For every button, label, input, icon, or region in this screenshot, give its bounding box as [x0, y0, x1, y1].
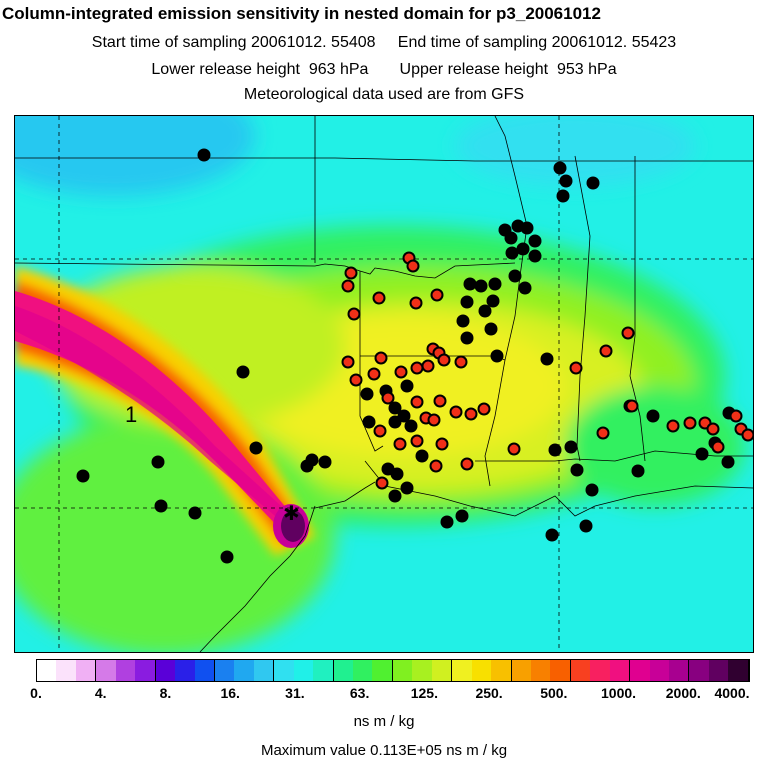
- sensitivity-map: 1 ✱: [14, 115, 754, 653]
- colorbar-swatch: [511, 660, 531, 681]
- colorbar-tick-label: 125.: [410, 685, 438, 701]
- colorbar-tick-label: 500.: [540, 685, 568, 701]
- colorbar-swatch: [491, 660, 512, 681]
- release-point-marker: ✱: [283, 501, 300, 525]
- colorbar-swatch: [333, 660, 353, 681]
- colorbar-tick-label: 4.: [94, 685, 107, 701]
- colorbar-swatch: [353, 660, 373, 681]
- colorbar-swatch: [689, 660, 709, 681]
- release-height-line: Lower release height 963 hPa Upper relea…: [151, 61, 617, 78]
- sensitivity-map-svg: 1 ✱: [15, 116, 753, 652]
- colorbar: [36, 659, 750, 682]
- colorbar-swatch: [96, 660, 116, 681]
- colorbar-tick-label: 31.: [285, 685, 305, 701]
- colorbar-swatch: [115, 660, 136, 681]
- colorbar-tick-label: 4000.: [714, 685, 750, 701]
- black-markers: [76, 148, 736, 564]
- colorbar-swatch: [630, 660, 650, 681]
- met-data-line: Meteorological data used are from GFS: [243, 86, 525, 103]
- colorbar-swatch: [530, 660, 551, 681]
- red-markers: [341, 251, 753, 490]
- colorbar-swatch: [550, 660, 571, 681]
- colorbar-tick-label: 8.: [159, 685, 172, 701]
- colorbar-swatch: [392, 660, 413, 681]
- map-title: Column-integrated emission sensitivity i…: [2, 4, 601, 23]
- colorbar-swatch: [253, 660, 275, 681]
- sampling-time-line: Start time of sampling 20061012. 55408 E…: [91, 34, 677, 51]
- colorbar-swatch: [431, 660, 453, 681]
- colorbar-swatch: [75, 660, 97, 681]
- colorbar-ticks: 0. 4. 8. 16. 31. 63. 125. 250. 500. 1000. 2000. 400…: [0, 685, 768, 705]
- colorbar-tick-label: 16.: [220, 685, 240, 701]
- colorbar-tick-label: 1000.: [601, 685, 637, 701]
- colorbar-swatch: [175, 660, 195, 681]
- colorbar-swatch: [56, 660, 76, 681]
- colorbar-swatch: [37, 660, 57, 681]
- colorbar-tick-label: 250.: [475, 685, 503, 701]
- colorbar-swatch: [155, 660, 176, 681]
- colorbar-swatch: [452, 660, 472, 681]
- colorbar-swatch: [194, 660, 215, 681]
- colorbar-swatch: [372, 660, 393, 681]
- colorbar-swatch: [570, 660, 591, 681]
- plume-label: 1: [125, 402, 137, 427]
- colorbar-unit: ns m / kg: [353, 713, 415, 730]
- colorbar-swatch: [214, 660, 235, 681]
- colorbar-swatch: [135, 660, 156, 681]
- colorbar-swatch: [234, 660, 254, 681]
- colorbar-swatch: [590, 660, 610, 681]
- colorbar-swatch: [293, 660, 314, 681]
- colorbar-tick-label: 63.: [349, 685, 370, 701]
- max-value-label: Maximum value 0.113E+05 ns m / kg: [260, 742, 508, 759]
- colorbar-swatch: [708, 660, 729, 681]
- colorbar-swatch: [728, 660, 749, 681]
- colorbar-tick-label: 0.: [30, 685, 42, 701]
- colorbar-swatch: [274, 660, 294, 681]
- colorbar-swatch: [412, 660, 432, 681]
- colorbar-swatch: [649, 660, 669, 681]
- colorbar-swatch: [669, 660, 690, 681]
- colorbar-swatch: [471, 660, 492, 681]
- colorbar-swatch: [313, 660, 334, 681]
- colorbar-swatch: [609, 660, 631, 681]
- colorbar-tick-label: 2000.: [665, 685, 701, 701]
